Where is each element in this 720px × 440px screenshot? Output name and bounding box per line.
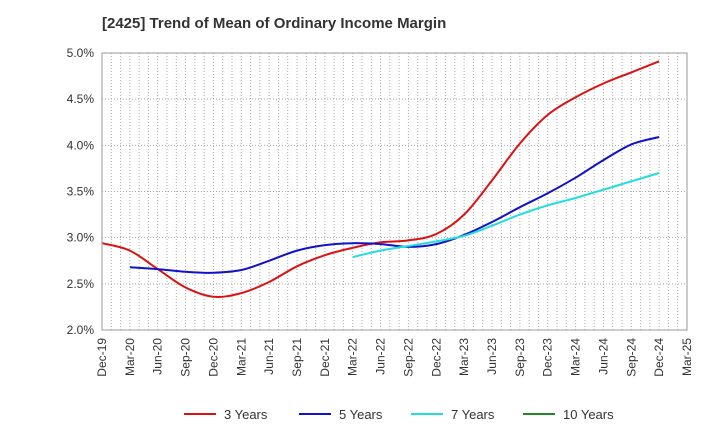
legend: 3 Years 5 Years 7 Years 10 Years bbox=[184, 407, 614, 422]
x-tick-label: Mar-21 bbox=[234, 338, 248, 376]
grid-lines bbox=[102, 52, 687, 331]
y-tick-label: 5.0% bbox=[67, 46, 95, 60]
y-tick-label: 3.0% bbox=[67, 231, 95, 245]
x-tick-label: Sep-24 bbox=[624, 338, 638, 377]
x-tick-label: Jun-20 bbox=[151, 338, 165, 375]
x-tick-label: Mar-20 bbox=[123, 338, 137, 376]
y-axis-ticks: 2.0% 2.5% 3.0% 3.5% 4.0% 4.5% 5.0% bbox=[67, 46, 95, 337]
chart-title: [2425] Trend of Mean of Ordinary Income … bbox=[102, 15, 447, 32]
x-tick-label: Mar-22 bbox=[346, 338, 360, 376]
x-tick-label: Dec-24 bbox=[652, 338, 666, 377]
x-tick-label: Sep-23 bbox=[513, 338, 527, 377]
legend-label-7-years: 7 Years bbox=[451, 407, 495, 422]
x-tick-label: Dec-22 bbox=[429, 338, 443, 377]
y-tick-label: 2.0% bbox=[67, 323, 95, 337]
series-line-3-years bbox=[101, 60, 660, 298]
x-tick-label: Dec-20 bbox=[206, 338, 220, 377]
x-tick-label: Sep-20 bbox=[179, 338, 193, 377]
series-line-5-years bbox=[129, 136, 660, 274]
x-tick-label: Sep-22 bbox=[401, 338, 415, 377]
x-tick-label: Jun-23 bbox=[485, 338, 499, 375]
legend-label-10-years: 10 Years bbox=[563, 407, 614, 422]
x-tick-label: Dec-19 bbox=[95, 338, 109, 377]
y-tick-label: 2.5% bbox=[67, 277, 95, 291]
x-tick-label: Mar-25 bbox=[680, 338, 694, 376]
series-line-7-years bbox=[352, 172, 660, 259]
x-tick-label: Mar-24 bbox=[569, 338, 583, 376]
y-tick-label: 3.5% bbox=[67, 185, 95, 199]
legend-label-5-years: 5 Years bbox=[339, 407, 383, 422]
x-tick-label: Mar-23 bbox=[457, 338, 471, 376]
y-tick-label: 4.0% bbox=[67, 138, 95, 152]
y-tick-label: 4.5% bbox=[67, 92, 95, 106]
x-tick-label: Dec-21 bbox=[318, 338, 332, 377]
x-tick-label: Jun-21 bbox=[262, 338, 276, 375]
x-tick-label: Dec-23 bbox=[541, 338, 555, 377]
x-tick-label: Jun-22 bbox=[374, 338, 388, 375]
x-tick-label: Sep-21 bbox=[290, 338, 304, 377]
x-axis-ticks: Dec-19 Mar-20 Jun-20 Sep-20 Dec-20 Mar-21 Jun-… bbox=[95, 338, 694, 377]
x-tick-label: Jun-24 bbox=[596, 338, 610, 375]
plot-border bbox=[101, 52, 688, 331]
series-lines bbox=[101, 60, 660, 298]
legend-label-3-years: 3 Years bbox=[224, 407, 268, 422]
